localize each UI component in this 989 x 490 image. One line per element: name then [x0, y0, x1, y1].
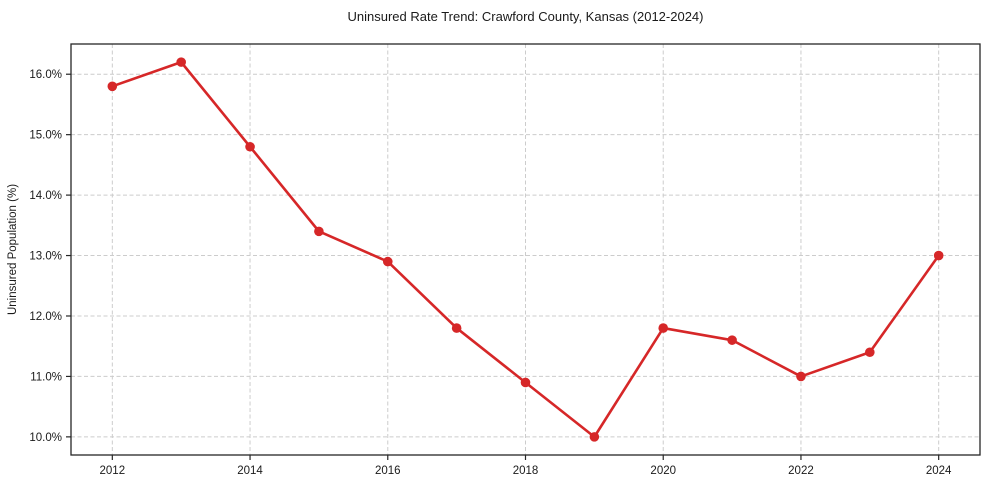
data-point-2019	[589, 432, 600, 442]
data-point-2022	[796, 371, 806, 382]
x-tick-label: 2020	[650, 465, 676, 477]
x-tick-label: 2022	[788, 465, 814, 477]
y-tick-label: 16.0%	[29, 69, 62, 81]
y-tick-label: 10.0%	[29, 432, 62, 444]
data-point-2016	[382, 256, 393, 267]
data-point-2023	[865, 347, 875, 358]
data-point-2018	[520, 377, 531, 388]
y-axis-label: Uninsured Population (%)	[7, 184, 19, 315]
data-point-2021	[727, 335, 737, 345]
data-point-2013	[176, 57, 186, 67]
x-tick-label: 2016	[375, 465, 401, 477]
data-point-2024	[933, 250, 944, 261]
x-tick-label: 2014	[237, 465, 263, 477]
chart-title: Uninsured Rate Trend: Crawford County, K…	[347, 9, 703, 24]
data-point-2014	[245, 141, 255, 152]
y-tick-label: 13.0%	[29, 251, 62, 263]
x-tick-label: 2018	[513, 465, 539, 477]
data-point-2020	[658, 323, 669, 333]
y-tick-label: 12.0%	[29, 311, 62, 323]
data-point-2015	[314, 226, 324, 237]
x-tick-label: 2024	[926, 465, 952, 477]
y-tick-label: 11.0%	[30, 371, 62, 383]
y-tick-label: 15.0%	[29, 130, 62, 142]
x-tick-label: 2012	[100, 465, 126, 477]
data-point-2012	[107, 81, 118, 92]
y-tick-label: 14.0%	[29, 190, 62, 202]
data-point-2017	[451, 323, 462, 333]
plot-area: 10.0% 11.0% 12.0% 13.0% 14.0% 15.0% 16.0% 2012 2…	[29, 43, 981, 477]
